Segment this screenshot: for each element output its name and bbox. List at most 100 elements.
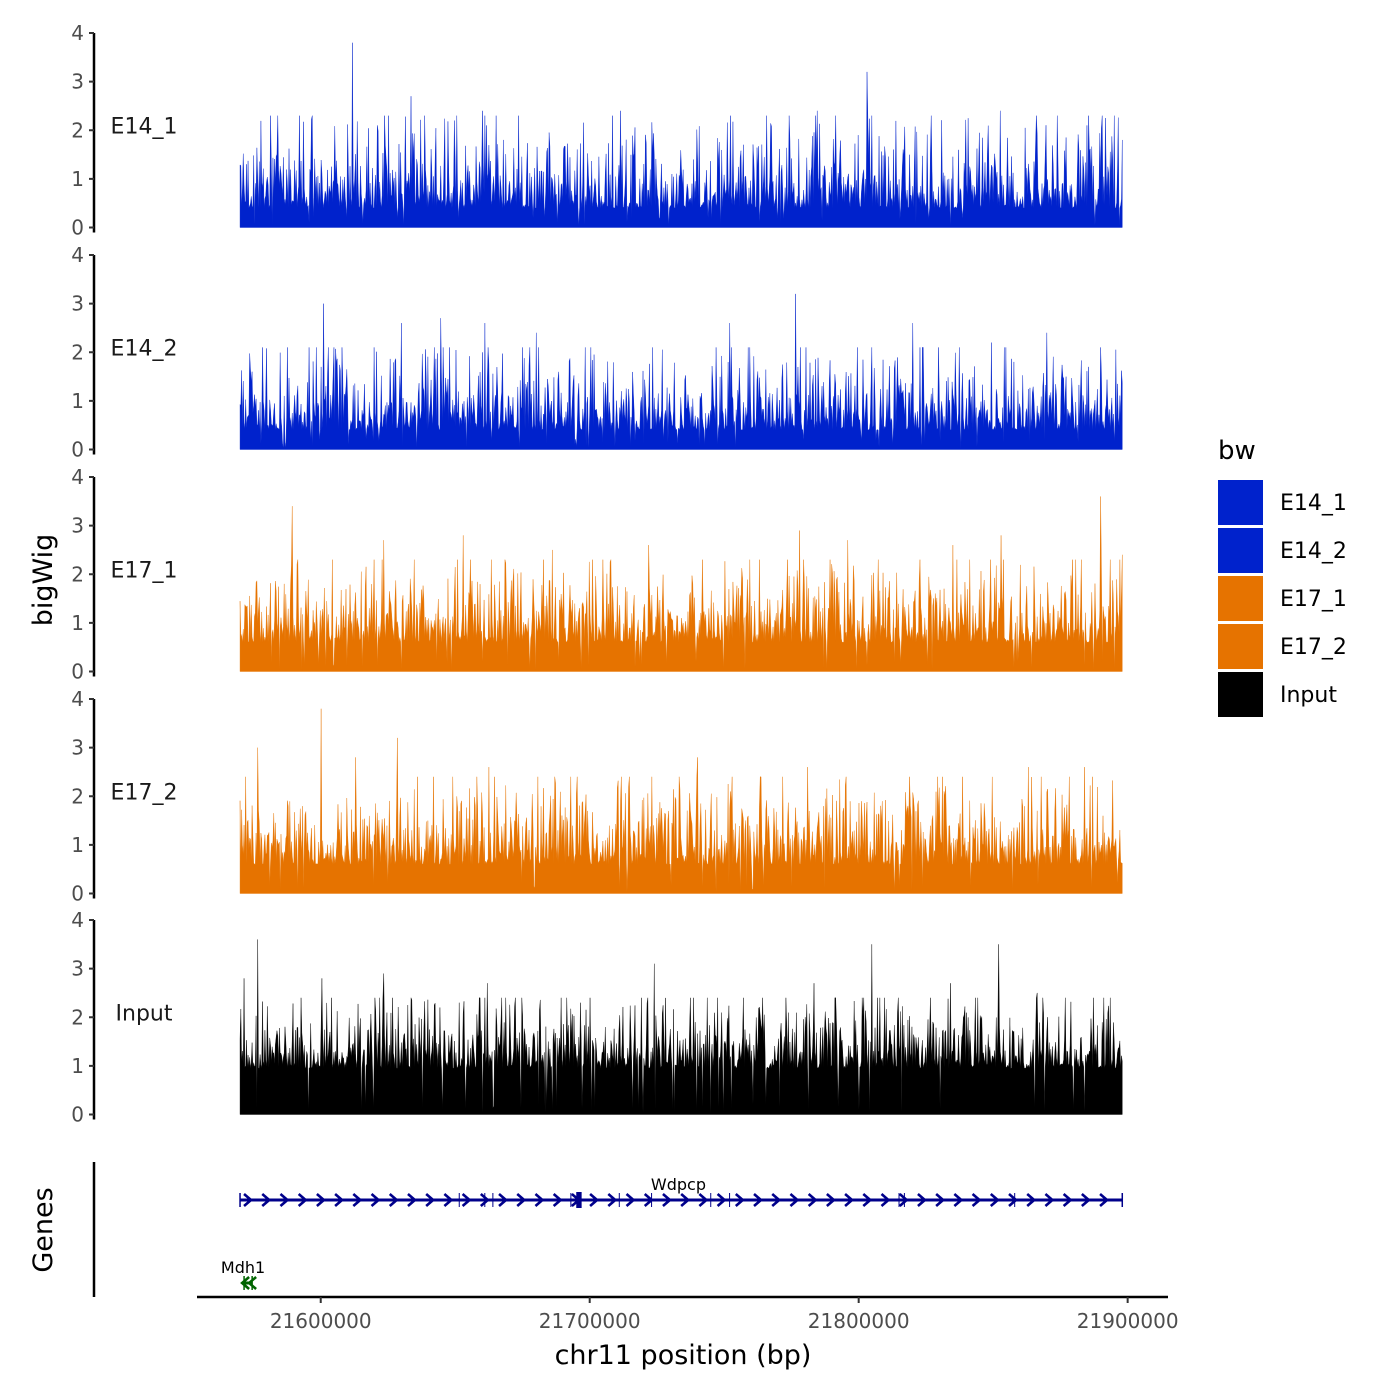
track-e14-1: 0 1 2 3 4 E14_1 <box>71 21 1123 240</box>
y-tick-label: 0 <box>71 882 84 906</box>
strand-chevron <box>240 1276 250 1290</box>
y-tick-label: 1 <box>71 389 84 413</box>
coverage-area <box>239 708 1123 894</box>
y-tick-label: 1 <box>71 167 84 191</box>
y-tick-label: 3 <box>71 292 84 316</box>
strand-chevron <box>844 1193 855 1207</box>
strand-chevron <box>571 1193 581 1207</box>
strand-chevron <box>771 1193 782 1207</box>
coverage-tracks: 0 1 2 3 4 E14_1 0 1 2 3 4 E14_2 0 1 2 3 4 E17_1 0 1 2 3 4 E17_2… <box>71 21 1123 1127</box>
track-label: E14_2 <box>111 336 178 361</box>
track-e17-1: 0 1 2 3 4 E17_1 <box>71 465 1123 684</box>
strand-chevron <box>352 1193 363 1207</box>
y-tick-label: 3 <box>71 736 84 760</box>
legend-label: E14_2 <box>1280 539 1347 564</box>
strand-chevron <box>297 1193 308 1207</box>
y-tick-label: 4 <box>71 465 84 489</box>
strand-chevron <box>680 1193 691 1207</box>
strand-chevron <box>826 1193 836 1207</box>
strand-chevron <box>516 1193 527 1207</box>
gene-wdpcp: Wdpcp <box>239 1175 1124 1208</box>
y-tick-label: 1 <box>71 1054 84 1078</box>
y-tick-label: 2 <box>71 562 84 586</box>
strand-chevron <box>1026 1193 1037 1207</box>
strand-chevron <box>498 1193 509 1207</box>
strand-chevron <box>698 1193 709 1207</box>
y-tick-label: 4 <box>71 687 84 711</box>
strand-chevron <box>407 1193 417 1207</box>
strand-chevron <box>247 1276 257 1290</box>
strand-chevron <box>662 1193 672 1207</box>
strand-chevron <box>243 1193 254 1207</box>
strand-chevron <box>643 1193 654 1207</box>
strand-chevron <box>1062 1193 1073 1207</box>
x-tick-label: 21900000 <box>1077 1309 1179 1333</box>
y-tick-label: 0 <box>71 216 84 240</box>
strand-chevron <box>862 1193 873 1207</box>
y-tick-label: 2 <box>71 784 84 808</box>
y-tick-label: 2 <box>71 340 84 364</box>
legend-key <box>1218 528 1263 573</box>
strand-chevron <box>734 1193 745 1207</box>
strand-chevron <box>443 1193 454 1207</box>
y-tick-label: 3 <box>71 514 84 538</box>
legend-label: E17_2 <box>1280 635 1347 660</box>
strand-chevron <box>316 1193 326 1207</box>
strand-chevron <box>552 1193 563 1207</box>
coverage-area <box>239 496 1123 672</box>
y-tick-label: 4 <box>71 243 84 267</box>
track-label: Input <box>116 1001 173 1026</box>
y-tick-label: 4 <box>71 908 84 932</box>
x-tick-label: 21800000 <box>808 1309 910 1333</box>
strand-chevron <box>971 1193 982 1207</box>
x-tick-label: 21600000 <box>270 1309 372 1333</box>
strand-chevron <box>1099 1193 1110 1207</box>
gene-track: Wdpcp Mdh1 <box>92 1162 1124 1297</box>
legend-key <box>1218 624 1263 669</box>
strand-chevron <box>807 1193 818 1207</box>
y-tick-label: 3 <box>71 70 84 94</box>
y-tick-label: 0 <box>71 438 84 462</box>
y-tick-label: 3 <box>71 957 84 981</box>
legend-key <box>1218 672 1263 717</box>
strand-chevron <box>370 1193 381 1207</box>
strand-chevron <box>880 1193 891 1207</box>
track-e17-2: 0 1 2 3 4 E17_2 <box>71 687 1123 906</box>
strand-chevron <box>461 1193 472 1207</box>
strand-chevron <box>334 1193 345 1207</box>
gene-label: Wdpcp <box>651 1175 706 1194</box>
track-e14-2: 0 1 2 3 4 E14_2 <box>71 243 1123 462</box>
y-tick-label: 1 <box>71 833 84 857</box>
strand-chevron <box>1008 1193 1018 1207</box>
y-axis-title: bigWig <box>28 534 59 627</box>
strand-chevron <box>1044 1193 1055 1207</box>
strand-chevron <box>261 1193 272 1207</box>
strand-chevron <box>1081 1193 1091 1207</box>
y-tick-label: 0 <box>71 660 84 684</box>
strand-chevron <box>789 1193 800 1207</box>
strand-chevron <box>607 1193 618 1207</box>
x-axis-title: chr11 position (bp) <box>555 1340 812 1371</box>
legend-key <box>1218 480 1263 525</box>
gene-mdh1: Mdh1 <box>221 1258 265 1290</box>
strand-chevron <box>753 1193 764 1207</box>
strand-chevron <box>917 1193 927 1207</box>
track-input: 0 1 2 3 4 Input <box>71 908 1123 1127</box>
strand-chevron <box>935 1193 946 1207</box>
strand-chevron <box>589 1193 600 1207</box>
strand-chevron <box>425 1193 436 1207</box>
coverage-area <box>239 42 1123 228</box>
y-tick-label: 0 <box>71 1103 84 1127</box>
legend-label: Input <box>1280 683 1337 708</box>
strand-chevron <box>534 1193 545 1207</box>
legend: bw E14_1 E14_2 E17_1 E17_2 Input <box>1218 436 1347 717</box>
y-tick-label: 2 <box>71 1005 84 1029</box>
strand-chevron <box>989 1193 1000 1207</box>
track-label: E14_1 <box>111 114 178 139</box>
y-tick-label: 2 <box>71 118 84 142</box>
strand-chevron <box>625 1193 636 1207</box>
coverage-area <box>239 293 1123 450</box>
strand-chevron <box>716 1193 727 1207</box>
strand-chevron <box>898 1193 909 1207</box>
